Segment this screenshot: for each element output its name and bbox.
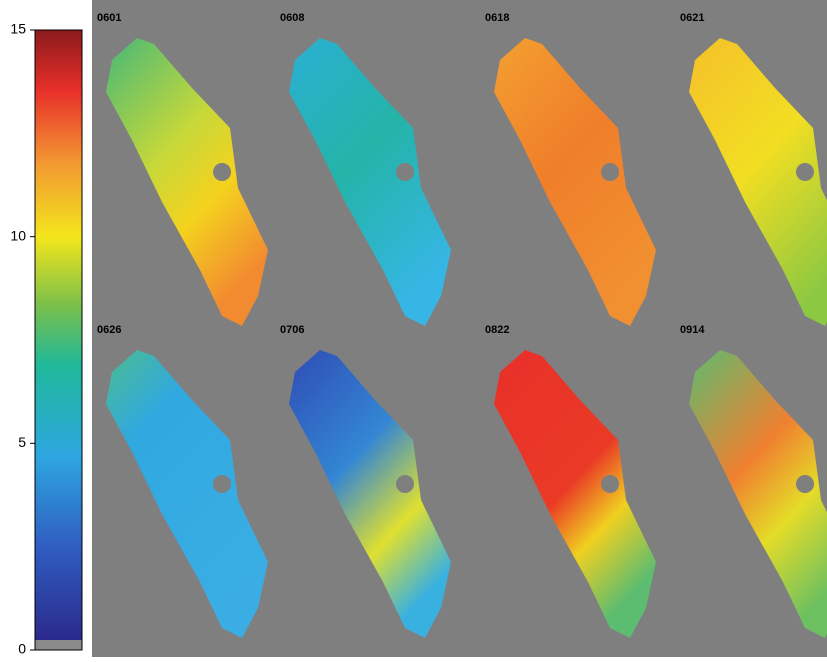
lake-island xyxy=(213,475,231,493)
panel-label: 0621 xyxy=(680,12,704,24)
lake-island xyxy=(396,475,414,493)
panel-label: 0618 xyxy=(485,12,509,24)
lake-island xyxy=(601,475,619,493)
tick-label: 5 xyxy=(18,434,26,450)
tick-label: 0 xyxy=(18,641,26,657)
colorbar-nodata xyxy=(35,640,82,650)
panel-label: 0608 xyxy=(280,12,304,24)
colorbar-ticks: 0 5 10 15 xyxy=(10,21,35,657)
panel-label: 0706 xyxy=(280,324,304,336)
lake-island xyxy=(213,163,231,181)
panel-label: 0914 xyxy=(680,324,705,336)
lake-island xyxy=(601,163,619,181)
colorbar xyxy=(35,30,82,640)
panel-label: 0822 xyxy=(485,324,509,336)
page: {"colorbar": {"lim": [0, 15], "ticks": [… xyxy=(0,0,827,657)
lake-island xyxy=(396,163,414,181)
panel-label: 0601 xyxy=(97,12,121,24)
lake-island xyxy=(796,475,814,493)
tick-label: 10 xyxy=(10,227,26,243)
figure: 0 5 10 15 0601 0608 0618 0621 0626 0706 0822 0914 xyxy=(0,0,827,657)
lake-island xyxy=(796,163,814,181)
tick-label: 15 xyxy=(10,21,26,37)
panel-label: 0626 xyxy=(97,324,121,336)
